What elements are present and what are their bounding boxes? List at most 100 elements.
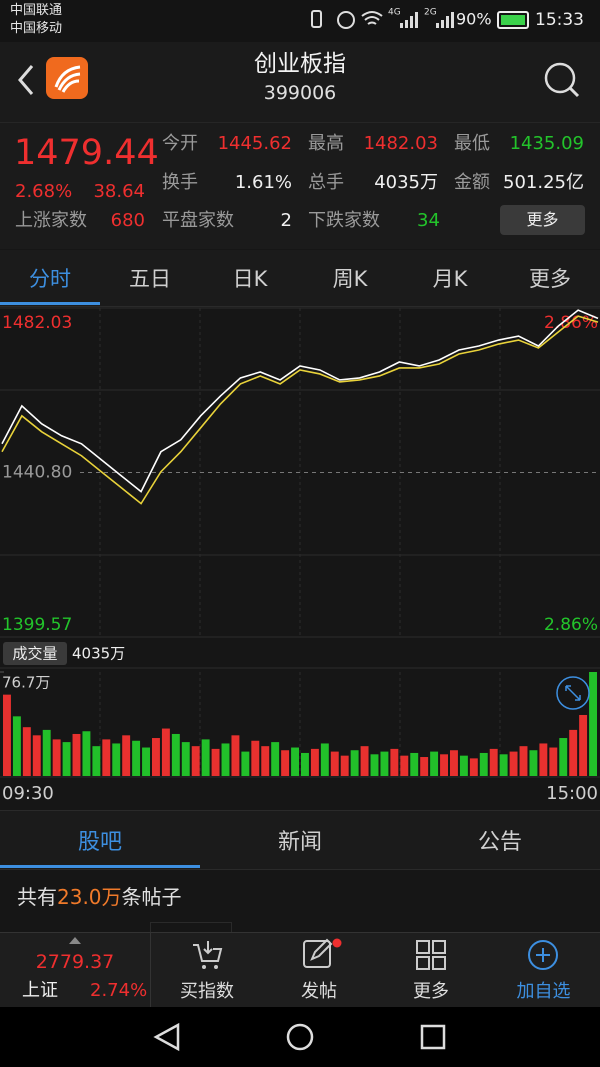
network-label: 2G (424, 8, 437, 18)
post-number: 23.0万 (57, 885, 122, 909)
y-tick-label: 1482.03 (2, 313, 72, 333)
back-button[interactable] (12, 62, 42, 98)
expand-button[interactable] (556, 676, 590, 710)
vibrate-icon (311, 10, 322, 28)
volume-bar (529, 750, 538, 776)
volume-bar (112, 743, 121, 776)
price-line (1, 315, 599, 505)
volume-bar (459, 755, 468, 776)
header: 创业板指 399006 (0, 42, 600, 122)
volume-bar (380, 751, 389, 776)
ticker-change: 2.74% (90, 980, 148, 1001)
volume-bar (152, 738, 160, 776)
volume-bar (440, 754, 448, 776)
volume-bar (241, 751, 250, 776)
back-key[interactable] (153, 1022, 180, 1052)
recents-key[interactable] (420, 1024, 446, 1050)
nav-label: 买指数 (180, 981, 234, 1002)
period-tab[interactable]: 周K (332, 267, 368, 291)
y-tick-label: 1399.57 (2, 615, 72, 635)
nav-item[interactable]: 加自选 (487, 933, 600, 1008)
home-key[interactable] (286, 1023, 314, 1051)
volume-bar (559, 738, 568, 776)
period-tab[interactable]: 分时 (29, 267, 71, 291)
volume-bar (251, 740, 260, 776)
more-button[interactable]: 更多 (500, 205, 585, 235)
breadth-label: 平盘家数 (162, 210, 234, 231)
stat-value: 4035万 (374, 172, 438, 193)
nav-item[interactable]: 发帖 (263, 933, 375, 1008)
volume-bar (211, 748, 220, 776)
stat-value: 1445.62 (217, 133, 292, 154)
stat-label: 最低 (454, 133, 490, 154)
nav-item[interactable]: 更多 (375, 933, 487, 1008)
period-tab[interactable]: 日K (232, 267, 268, 291)
volume-bar (301, 752, 309, 776)
system-nav-icons (153, 1022, 446, 1052)
nav-item[interactable]: 买指数 (151, 933, 263, 1008)
tick-label-bg (0, 461, 76, 484)
grid-icon (416, 940, 446, 970)
signal-icon (436, 12, 454, 28)
breadth-label: 上涨家数 (15, 210, 87, 231)
volume-bar (271, 742, 280, 776)
volume-bar (281, 750, 290, 776)
volume-bar (340, 755, 349, 776)
volume-bar (579, 714, 588, 776)
volume-bar (589, 672, 597, 776)
divider (150, 933, 151, 1008)
post-card-edge (150, 922, 232, 933)
volume-bar (310, 748, 319, 776)
y-tick-label: 1440.80 (2, 463, 72, 483)
quote-panel: 1479.44 2.68% 38.64 今开 1445.62 最高 1482.0… (0, 122, 600, 249)
volume-bar (261, 746, 270, 776)
volume-bar (231, 735, 240, 776)
period-tab[interactable]: 更多 (529, 267, 571, 291)
news-tab[interactable]: 股吧 (77, 830, 122, 855)
volume-bar (330, 751, 339, 776)
volume-bar (201, 739, 210, 776)
status-bar: 中国联通 中国移动 4G 2G 90% 15:33 (0, 0, 600, 42)
volume-bar (350, 750, 359, 776)
ticker-arrow (69, 937, 81, 944)
stat-value: 1482.03 (363, 133, 438, 154)
volume-bar (3, 694, 11, 776)
change-percent: 2.68% (15, 181, 73, 202)
nav-label: 更多 (413, 981, 449, 1002)
volume-bar (52, 739, 61, 776)
nav-label: 加自选 (516, 981, 571, 1002)
index-ticker[interactable]: 2779.37 上证 2.74% (0, 933, 150, 1008)
stat-label: 换手 (162, 172, 198, 193)
volume-bar (221, 743, 230, 776)
volume-bar (12, 716, 21, 776)
news-tab[interactable]: 公告 (477, 830, 522, 855)
volume-bar (142, 747, 150, 776)
news-tab[interactable]: 新闻 (277, 830, 322, 855)
battery-icon (497, 11, 529, 29)
volume-bar (499, 754, 508, 776)
index-title: 创业板指 (254, 51, 346, 77)
app-icon (46, 57, 88, 99)
volume-bar (360, 746, 369, 776)
stat-label: 金额 (454, 172, 490, 193)
post-icon (303, 938, 342, 968)
network-label: 4G (388, 8, 401, 18)
search-button[interactable] (540, 60, 584, 102)
y2-tick-label: 2.86% (544, 615, 598, 635)
period-tab[interactable]: 月K (432, 267, 468, 291)
period-tab[interactable]: 五日 (129, 267, 171, 291)
volume-bar (489, 748, 498, 776)
post-count: 共有23.0万条帖子 (17, 887, 182, 907)
volume-bar (479, 752, 488, 776)
battery-fill (501, 15, 525, 25)
volume-bar (191, 746, 200, 776)
volume-bar (370, 754, 379, 776)
volume-bar (82, 731, 91, 776)
price-line (1, 309, 599, 493)
ticker-name: 上证 (22, 980, 58, 1001)
add-icon (528, 940, 558, 970)
battery-level: 90% (456, 10, 492, 29)
volume-bar (102, 739, 111, 776)
